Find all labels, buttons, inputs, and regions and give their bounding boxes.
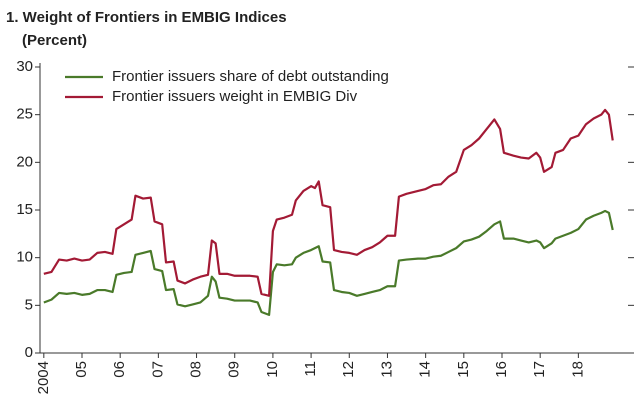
x-tick-label: 13 xyxy=(378,361,395,378)
x-tick-label: 08 xyxy=(188,361,205,378)
y-tick-label: 30 xyxy=(16,58,33,75)
series-line xyxy=(43,108,614,297)
x-tick-label: 18 xyxy=(569,361,586,378)
x-tick-label: 09 xyxy=(226,361,243,378)
y-tick-label: 10 xyxy=(16,249,33,266)
y-tick-label: 0 xyxy=(25,344,33,361)
y-tick-label: 20 xyxy=(16,153,33,170)
series-line xyxy=(43,209,614,316)
x-tick-label: 2004 xyxy=(35,361,52,394)
x-tick-label: 12 xyxy=(340,361,357,378)
x-tick-label: 05 xyxy=(73,361,90,378)
chart-subtitle: (Percent) xyxy=(22,32,87,49)
y-tick-label: 25 xyxy=(16,106,33,123)
x-tick-label: 06 xyxy=(111,361,128,378)
y-tick-label: 15 xyxy=(16,201,33,218)
x-tick-label: 11 xyxy=(302,361,319,377)
x-tick-label: 14 xyxy=(417,361,434,378)
legend-label: Frontier issuers share of debt outstandi… xyxy=(112,68,389,85)
chart-title: 1. Weight of Frontiers in EMBIG Indices xyxy=(6,9,287,26)
legend-label: Frontier issuers weight in EMBIG Div xyxy=(112,88,358,105)
x-tick-label: 10 xyxy=(264,361,281,378)
x-tick-label: 15 xyxy=(455,361,472,378)
y-tick-label: 5 xyxy=(25,296,33,313)
x-tick-label: 16 xyxy=(493,361,510,378)
x-tick-label: 17 xyxy=(531,361,548,378)
x-tick-label: 07 xyxy=(149,361,166,378)
